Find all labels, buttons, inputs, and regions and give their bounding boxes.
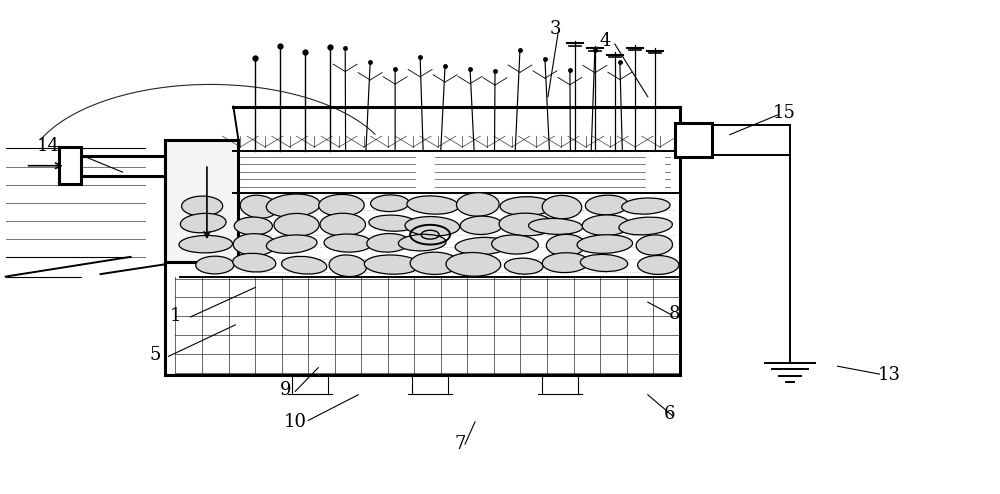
Bar <box>675 123 712 158</box>
Ellipse shape <box>500 197 552 216</box>
Ellipse shape <box>369 215 417 231</box>
Ellipse shape <box>636 235 673 255</box>
Ellipse shape <box>234 217 272 235</box>
Text: 15: 15 <box>773 104 796 122</box>
Ellipse shape <box>446 252 501 276</box>
Ellipse shape <box>320 213 366 236</box>
Text: 13: 13 <box>878 366 901 384</box>
Ellipse shape <box>492 235 538 254</box>
Text: 5: 5 <box>150 346 161 365</box>
Ellipse shape <box>266 194 320 217</box>
Ellipse shape <box>196 256 234 274</box>
Ellipse shape <box>499 213 554 236</box>
Ellipse shape <box>455 237 509 255</box>
Ellipse shape <box>504 258 543 274</box>
Text: 1: 1 <box>170 307 181 325</box>
Ellipse shape <box>324 234 372 252</box>
Ellipse shape <box>619 217 672 235</box>
Ellipse shape <box>405 216 460 236</box>
Ellipse shape <box>281 256 327 274</box>
Ellipse shape <box>580 254 628 272</box>
Ellipse shape <box>398 234 446 251</box>
Ellipse shape <box>529 218 583 234</box>
Text: 4: 4 <box>599 32 611 50</box>
Ellipse shape <box>266 235 317 253</box>
Ellipse shape <box>456 193 499 216</box>
Ellipse shape <box>233 234 276 255</box>
Ellipse shape <box>182 196 223 216</box>
Ellipse shape <box>240 195 278 218</box>
Ellipse shape <box>585 195 628 215</box>
Ellipse shape <box>407 196 459 214</box>
Ellipse shape <box>180 213 226 233</box>
Ellipse shape <box>410 252 459 275</box>
Ellipse shape <box>371 195 409 211</box>
Ellipse shape <box>638 255 679 275</box>
Ellipse shape <box>367 234 410 252</box>
Text: 3: 3 <box>549 20 561 38</box>
Text: 7: 7 <box>454 435 466 453</box>
Ellipse shape <box>582 215 630 236</box>
Ellipse shape <box>329 255 367 277</box>
Ellipse shape <box>274 213 319 236</box>
Text: 6: 6 <box>664 406 676 423</box>
Ellipse shape <box>622 198 670 214</box>
Text: 14: 14 <box>37 137 60 155</box>
Ellipse shape <box>364 255 420 274</box>
Ellipse shape <box>460 216 503 235</box>
Ellipse shape <box>179 236 233 253</box>
Bar <box>59 147 81 184</box>
Ellipse shape <box>546 234 585 256</box>
Bar <box>165 140 238 262</box>
Text: 8: 8 <box>669 304 681 323</box>
Ellipse shape <box>319 195 364 216</box>
Text: 10: 10 <box>284 413 307 431</box>
Ellipse shape <box>542 253 589 273</box>
Ellipse shape <box>542 196 582 219</box>
Text: 9: 9 <box>280 381 291 399</box>
Ellipse shape <box>233 253 276 272</box>
Ellipse shape <box>577 235 633 253</box>
